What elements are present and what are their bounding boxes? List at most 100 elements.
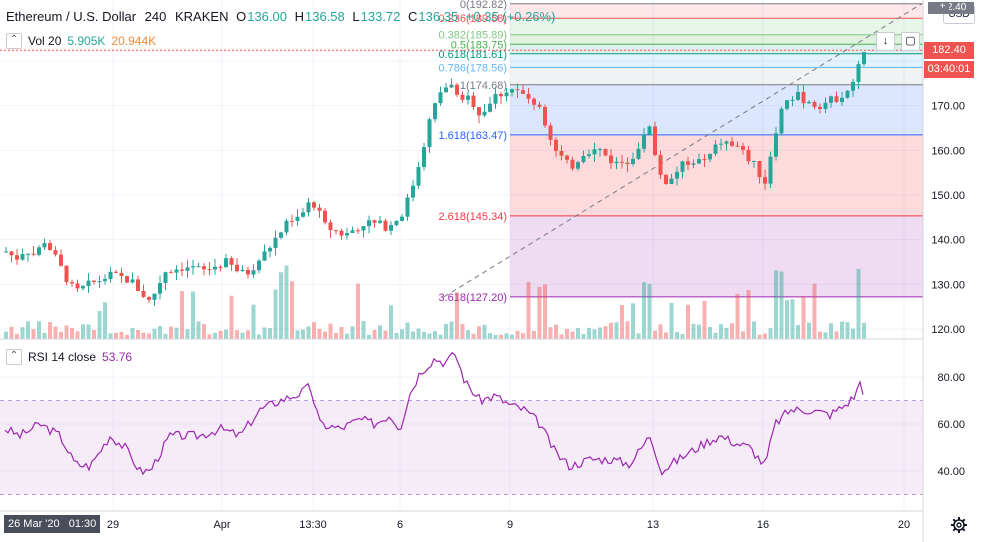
candle — [114, 269, 118, 274]
volume-bar — [20, 327, 25, 339]
change-value: +0.35 (+0.26%) — [465, 9, 556, 24]
fib-zone — [510, 44, 923, 54]
candle — [251, 264, 256, 279]
plus-icon[interactable]: + — [936, 2, 949, 12]
volume-bar — [493, 334, 498, 339]
volume-bar — [807, 322, 811, 339]
gear-icon[interactable] — [950, 516, 968, 534]
volume-bar — [70, 328, 74, 339]
candle-body — [559, 150, 564, 156]
volume-name: Vol 20 — [28, 34, 62, 48]
candle-body — [653, 126, 657, 156]
candle — [141, 284, 146, 299]
volume-bar — [185, 329, 190, 339]
candle — [125, 275, 129, 284]
volume-bar — [746, 290, 751, 339]
volume-bar — [592, 329, 597, 339]
candle-body — [411, 185, 415, 198]
volume-bar — [229, 295, 234, 339]
volume-bar — [823, 332, 828, 339]
candle — [493, 87, 498, 109]
volume-bar — [565, 328, 569, 339]
candle-body — [180, 269, 184, 271]
price-tick-label: 120.00 — [931, 324, 965, 336]
candle-body — [647, 126, 652, 135]
candle-body — [614, 161, 619, 164]
candle-body — [81, 286, 85, 289]
chevron-up-icon[interactable]: ⌃ — [6, 349, 22, 365]
volume-bar — [620, 304, 624, 339]
time-tick-label: 16 — [757, 519, 769, 531]
candle — [515, 83, 520, 98]
time-tick-label: 13 — [647, 519, 659, 531]
axes: 29 Apr 13:30 6 9 13 16 20 120.00 130.00 140.00 150.… — [0, 0, 965, 542]
rsi-name: RSI 14 close — [28, 350, 97, 364]
candle — [433, 102, 437, 123]
fullscreen-icon[interactable]: ▢ — [901, 32, 920, 51]
interval[interactable]: 240 — [144, 9, 167, 24]
candle — [15, 248, 19, 265]
volume-bar — [548, 327, 553, 339]
volume-bar — [130, 328, 135, 339]
candle-body — [785, 100, 789, 109]
candle-body — [471, 95, 476, 108]
fib-trend-line — [443, 2, 924, 298]
volume-bar — [785, 300, 789, 339]
candle-body — [312, 202, 316, 208]
candle-body — [510, 89, 514, 93]
volume-bar — [702, 300, 707, 339]
volume-bar — [9, 326, 14, 339]
candle-body — [455, 84, 459, 95]
candle-body — [504, 92, 509, 97]
candle — [724, 140, 729, 151]
volume-bar — [631, 303, 635, 339]
fib-zone — [510, 3, 923, 19]
candle-body — [433, 103, 437, 120]
volume-bar — [345, 333, 349, 339]
volume-bar — [510, 334, 514, 339]
volume-bar — [504, 333, 509, 339]
fibonacci-retracement[interactable]: 0(192.82) 0.236(189.58) 0.382(185.89)0.5(1… — [0, 0, 924, 304]
candle — [735, 141, 740, 147]
candle-body — [301, 212, 305, 217]
volume-bar — [433, 331, 437, 339]
candle — [229, 256, 234, 271]
candle — [422, 143, 426, 171]
candle-body — [548, 125, 553, 140]
volume-bar — [251, 304, 256, 339]
candle-body — [719, 143, 723, 145]
top-price-tag: 192.40 — [928, 2, 974, 14]
candle — [92, 280, 96, 285]
chevron-up-icon[interactable]: ⌃ — [6, 33, 22, 49]
candle — [48, 240, 52, 251]
candle-body — [103, 279, 107, 282]
volume-bar — [653, 330, 657, 339]
candle — [81, 285, 85, 291]
volume-bar — [609, 322, 613, 339]
symbol-name[interactable]: Ethereum / U.S. Dollar — [6, 9, 137, 24]
volume-bar — [664, 332, 668, 339]
candle-body — [851, 81, 855, 91]
candle — [719, 138, 723, 151]
arrow-down-icon[interactable]: ↓ — [876, 32, 895, 51]
volume-bar — [26, 321, 30, 339]
candle — [207, 262, 212, 276]
candle-body — [537, 104, 542, 107]
fib-level-label: 0(192.82) — [460, 0, 507, 11]
candle-body — [361, 226, 366, 231]
candle — [169, 269, 173, 274]
candle-body — [4, 251, 8, 253]
volume-bar — [114, 332, 118, 339]
candle — [53, 246, 58, 257]
candle — [818, 103, 822, 114]
candle-body — [444, 87, 448, 93]
volume-bar — [554, 324, 558, 339]
candle — [328, 219, 333, 239]
volume-bar — [482, 324, 487, 339]
candle — [334, 229, 338, 235]
candle-body — [350, 230, 355, 234]
candle — [268, 246, 272, 258]
volume-bar — [818, 331, 822, 339]
candle — [284, 218, 289, 236]
